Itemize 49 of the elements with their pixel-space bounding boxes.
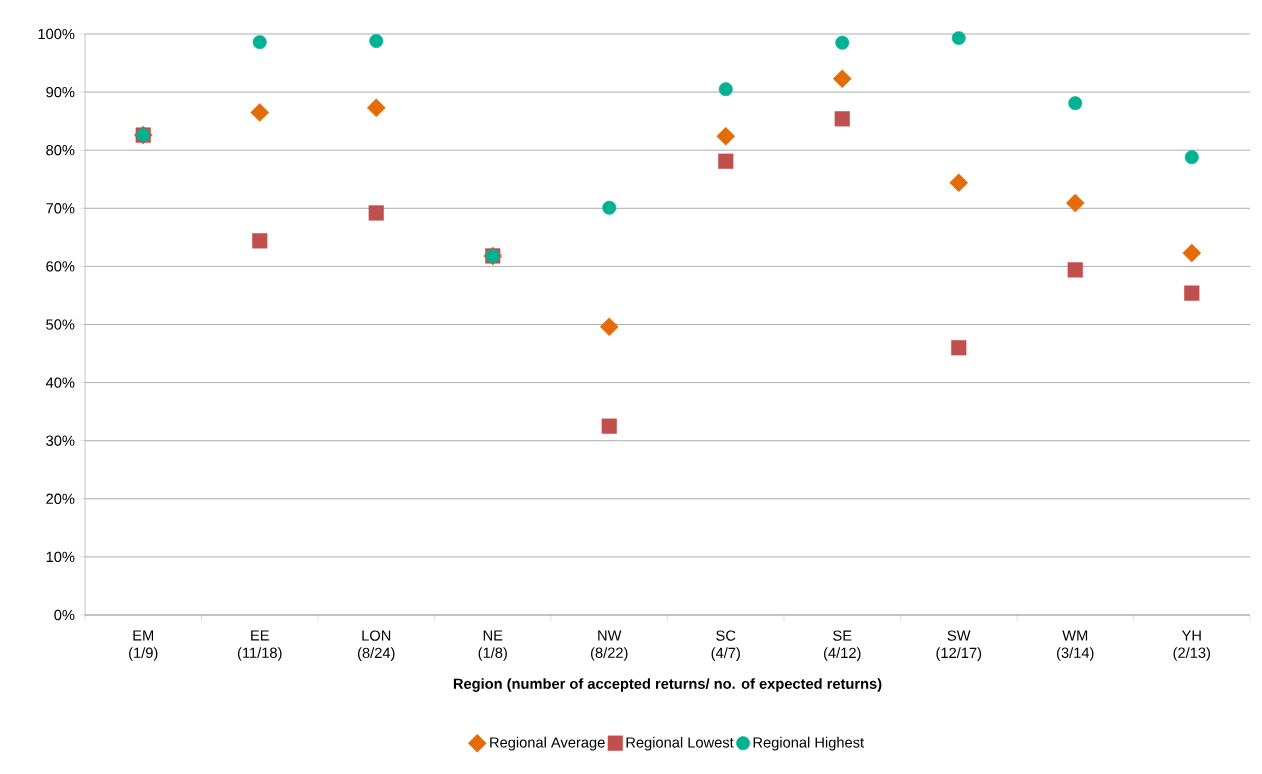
x-tick-label: EE (11/18)	[237, 630, 282, 661]
y-tick-label: 80%	[46, 145, 75, 156]
x-tick-label: NE (1/8)	[478, 630, 507, 661]
y-tick-label: 10%	[46, 551, 75, 563]
point	[951, 31, 966, 45]
point	[951, 340, 967, 356]
point	[369, 34, 384, 48]
x-tick-label: NW (8/22)	[591, 630, 628, 661]
y-tick-label: 60%	[46, 261, 75, 272]
y-tick-label: 100%	[38, 28, 75, 40]
point	[1067, 262, 1083, 278]
x-tick-label: LON (8/24)	[358, 630, 395, 661]
point	[599, 317, 619, 337]
point	[716, 126, 736, 146]
point	[366, 98, 386, 118]
point	[252, 233, 268, 249]
legend-label: Regional Average	[490, 736, 605, 751]
legend-label: Regional Highest	[753, 736, 864, 751]
point	[1182, 243, 1202, 263]
point	[1068, 96, 1083, 111]
point	[832, 69, 852, 89]
point	[602, 200, 617, 215]
point	[718, 82, 733, 97]
point	[834, 111, 850, 127]
y-tick-label: 20%	[46, 493, 75, 504]
point	[1184, 150, 1199, 165]
y-tick-label: 0%	[54, 609, 75, 621]
point	[1065, 193, 1085, 213]
legend-label: Regional Lowest	[626, 736, 734, 751]
x-axis-title: Region (number of accepted returns/ no. of expected returns)	[453, 678, 882, 692]
y-tick-label: 50%	[46, 319, 75, 330]
point	[1184, 285, 1200, 301]
point	[949, 173, 969, 193]
point	[368, 205, 384, 221]
x-tick-label: SW (12/17)	[936, 630, 982, 661]
x-tick-label: SC (4/7)	[711, 630, 740, 661]
y-tick-label: 40%	[45, 377, 75, 388]
point	[601, 418, 617, 434]
x-tick-label: EM (1/9)	[129, 630, 158, 661]
point	[835, 35, 850, 50]
y-tick-label: 30%	[46, 435, 75, 446]
x-tick-label: WM (3/14)	[1057, 630, 1094, 661]
point	[718, 153, 734, 169]
y-tick-label: 70%	[46, 203, 75, 214]
point	[252, 35, 267, 50]
point	[250, 103, 270, 122]
y-tick-label: 90%	[46, 86, 75, 98]
x-tick-label: SE (4/12)	[824, 630, 861, 661]
x-tick-label: YH (2/13)	[1173, 630, 1211, 661]
